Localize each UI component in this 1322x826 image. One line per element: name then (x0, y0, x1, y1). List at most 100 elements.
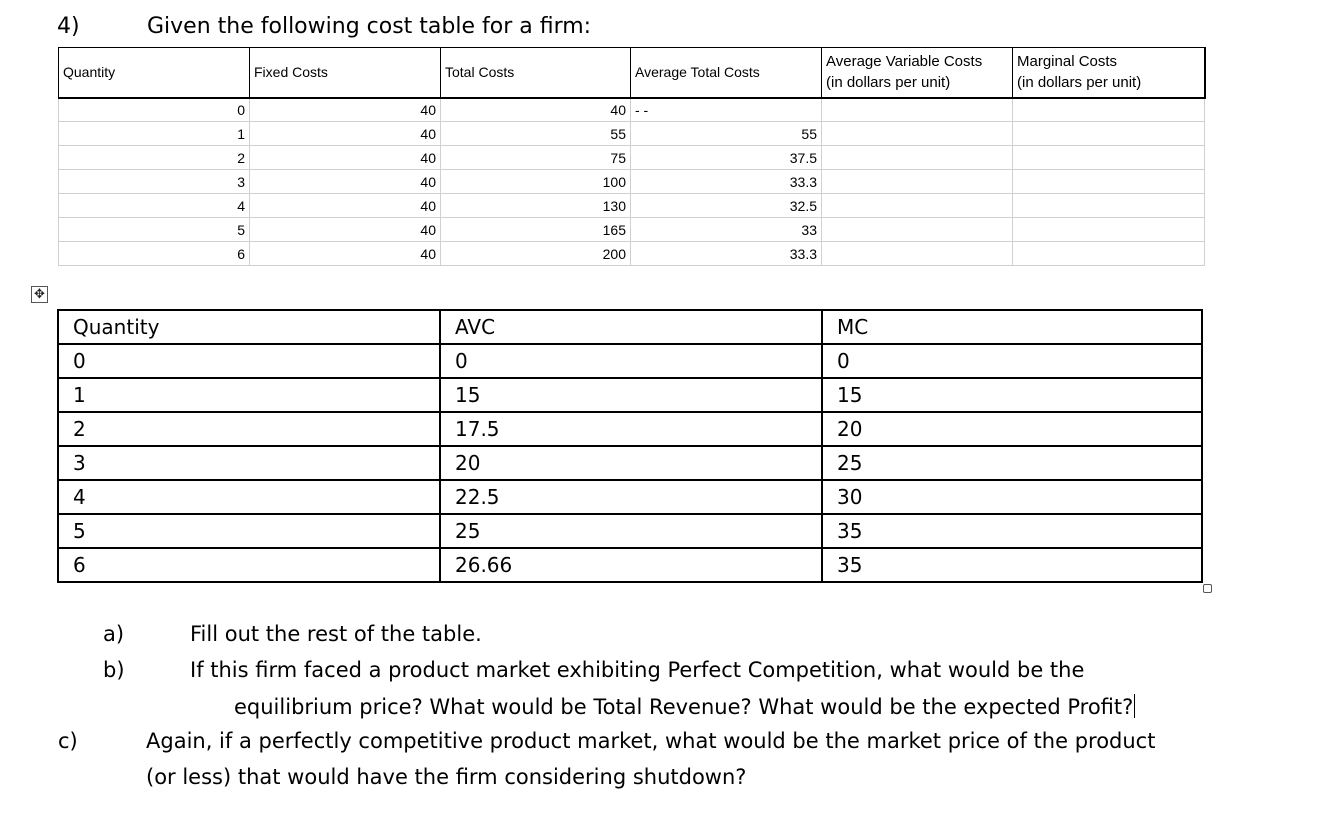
cell-total-costs: 100 (440, 169, 631, 194)
header-avc[interactable]: AVC (439, 309, 823, 345)
cell-mc[interactable]: 30 (821, 479, 1203, 515)
table-row: 0 40 40 - - (58, 97, 1205, 122)
cell-mc[interactable]: 35 (821, 513, 1203, 549)
cell-quantity: 3 (58, 169, 250, 194)
header-quantity[interactable]: Quantity (57, 309, 441, 345)
table-row: 4 40 130 32.5 (58, 193, 1205, 218)
resize-handle-icon[interactable] (1203, 584, 1212, 593)
table-row: 3 20 25 (57, 445, 1203, 481)
text-cursor (1134, 694, 1136, 718)
cell-quantity[interactable]: 3 (57, 445, 441, 481)
cell-quantity[interactable]: 0 (57, 343, 441, 379)
cell-total-costs: 55 (440, 121, 631, 146)
cell-quantity: 1 (58, 121, 250, 146)
cell-fixed-costs: 40 (249, 217, 441, 242)
table-row: 2 17.5 20 (57, 411, 1203, 447)
question-b-line1: If this firm faced a product market exhi… (190, 658, 1085, 682)
cell-total-costs: 130 (440, 193, 631, 218)
cost-table: Quantity Fixed Costs Total Costs Average… (58, 47, 1206, 266)
cell-average-variable-costs (821, 217, 1013, 242)
cell-quantity[interactable]: 2 (57, 411, 441, 447)
table-row: 5 25 35 (57, 513, 1203, 549)
header-avc-line1: Average Variable Costs (826, 53, 983, 71)
table-row: 4 22.5 30 (57, 479, 1203, 515)
question-c-label: c) (58, 729, 78, 753)
cell-marginal-costs (1012, 193, 1205, 218)
question-a-text: Fill out the rest of the table. (190, 622, 482, 646)
cell-avc[interactable]: 17.5 (439, 411, 823, 447)
table-row: 1 40 55 55 (58, 121, 1205, 146)
cell-avc[interactable]: 22.5 (439, 479, 823, 515)
question-b-label: b) (103, 658, 125, 682)
cell-avc[interactable]: 0 (439, 343, 823, 379)
cell-avc[interactable]: 26.66 (439, 547, 823, 583)
cell-quantity: 6 (58, 241, 250, 266)
cell-quantity[interactable]: 1 (57, 377, 441, 413)
cell-mc[interactable]: 25 (821, 445, 1203, 481)
cell-marginal-costs (1012, 241, 1205, 266)
answer-table-header: Quantity AVC MC (57, 309, 1203, 345)
move-icon[interactable]: ✥ (31, 286, 48, 303)
cell-fixed-costs: 40 (249, 97, 441, 122)
header-marginal-costs: Marginal Costs (in dollars per unit) (1012, 47, 1206, 99)
cell-average-variable-costs (821, 97, 1013, 122)
cell-total-costs: 165 (440, 217, 631, 242)
cell-average-variable-costs (821, 121, 1013, 146)
question-title: Given the following cost table for a fir… (147, 14, 592, 39)
table-row: 3 40 100 33.3 (58, 169, 1205, 194)
answer-table: Quantity AVC MC 0 0 0 1 15 15 2 17.5 20 … (57, 309, 1203, 583)
cell-fixed-costs: 40 (249, 193, 441, 218)
cell-marginal-costs (1012, 97, 1205, 122)
cell-quantity: 0 (58, 97, 250, 122)
question-c-line1: Again, if a perfectly competitive produc… (146, 729, 1156, 753)
cell-average-total-costs: - - (630, 97, 822, 122)
header-average-variable-costs: Average Variable Costs (in dollars per u… (821, 47, 1013, 99)
table-row: 0 0 0 (57, 343, 1203, 379)
cell-quantity[interactable]: 5 (57, 513, 441, 549)
cell-quantity[interactable]: 6 (57, 547, 441, 583)
cell-fixed-costs: 40 (249, 145, 441, 170)
cell-mc[interactable]: 15 (821, 377, 1203, 413)
header-quantity: Quantity (58, 47, 250, 99)
cell-average-variable-costs (821, 169, 1013, 194)
table-row: 6 26.66 35 (57, 547, 1203, 583)
question-b-line2[interactable]: equilibrium price? What would be Total R… (234, 694, 1136, 719)
question-a-label: a) (103, 622, 125, 646)
table-row: 5 40 165 33 (58, 217, 1205, 242)
cell-quantity[interactable]: 4 (57, 479, 441, 515)
cell-total-costs: 200 (440, 241, 631, 266)
header-avc-line2: (in dollars per unit) (826, 74, 951, 92)
cell-mc[interactable]: 35 (821, 547, 1203, 583)
cell-marginal-costs (1012, 169, 1205, 194)
header-average-total-costs: Average Total Costs (630, 47, 822, 99)
header-total-costs: Total Costs (440, 47, 631, 99)
cell-mc[interactable]: 20 (821, 411, 1203, 447)
table-row: 2 40 75 37.5 (58, 145, 1205, 170)
cost-table-header: Quantity Fixed Costs Total Costs Average… (58, 47, 1206, 99)
table-row: 1 15 15 (57, 377, 1203, 413)
cell-mc[interactable]: 0 (821, 343, 1203, 379)
cell-avc[interactable]: 20 (439, 445, 823, 481)
cell-fixed-costs: 40 (249, 169, 441, 194)
cell-quantity: 5 (58, 217, 250, 242)
cell-average-variable-costs (821, 241, 1013, 266)
header-mc[interactable]: MC (821, 309, 1203, 345)
header-mc-line2: (in dollars per unit) (1017, 74, 1142, 92)
cell-average-total-costs: 32.5 (630, 193, 822, 218)
cell-average-total-costs: 37.5 (630, 145, 822, 170)
question-c-line2: (or less) that would have the firm consi… (146, 765, 747, 789)
header-mc-line1: Marginal Costs (1017, 53, 1118, 71)
cell-average-total-costs: 33 (630, 217, 822, 242)
cell-average-total-costs: 33.3 (630, 169, 822, 194)
cell-fixed-costs: 40 (249, 241, 441, 266)
cell-fixed-costs: 40 (249, 121, 441, 146)
cell-marginal-costs (1012, 121, 1205, 146)
cell-total-costs: 75 (440, 145, 631, 170)
cell-marginal-costs (1012, 145, 1205, 170)
cell-average-total-costs: 55 (630, 121, 822, 146)
cell-avc[interactable]: 15 (439, 377, 823, 413)
cell-marginal-costs (1012, 217, 1205, 242)
cell-total-costs: 40 (440, 97, 631, 122)
question-number: 4) (57, 14, 80, 39)
cell-avc[interactable]: 25 (439, 513, 823, 549)
